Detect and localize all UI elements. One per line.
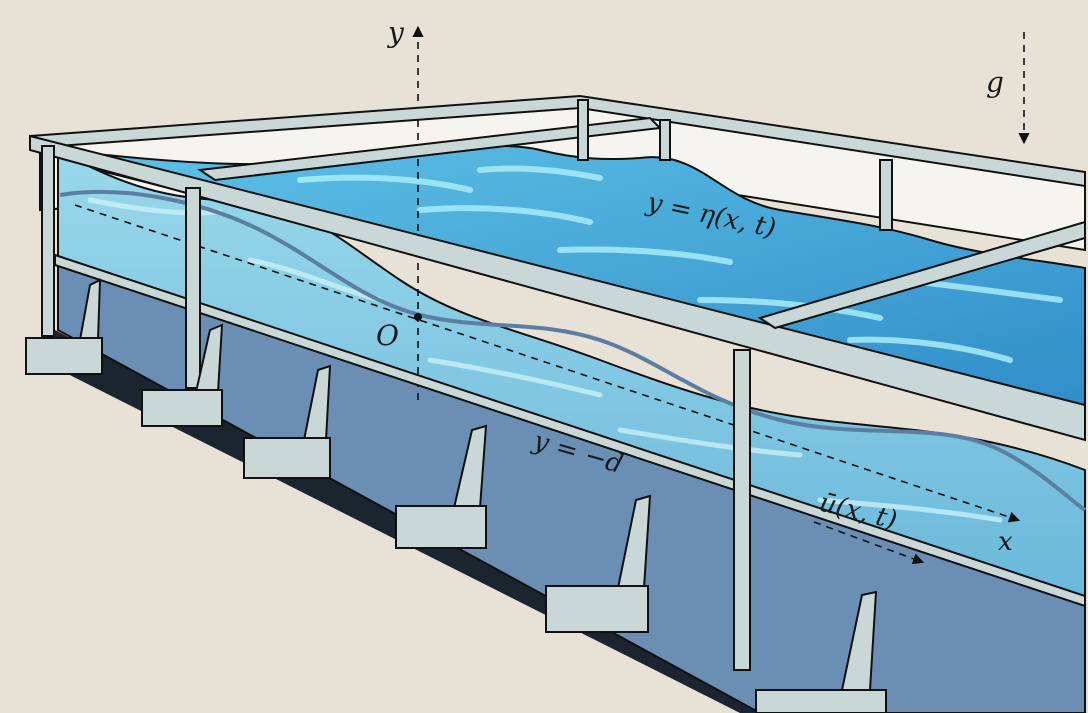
surface-profile-line [59,189,1087,512]
origin-label: O [376,319,399,352]
x-axis-label: x [998,527,1013,557]
y-axis-label: y [386,16,405,49]
origin-point [414,313,422,321]
tank-supports [25,278,887,713]
gravity-label: g [986,66,1004,99]
tank-frame [29,94,1086,671]
front-streaks [87,197,1003,523]
velocity-arrow [813,521,925,565]
surface-streaks [297,165,1063,363]
x-axis-line [74,204,1021,523]
